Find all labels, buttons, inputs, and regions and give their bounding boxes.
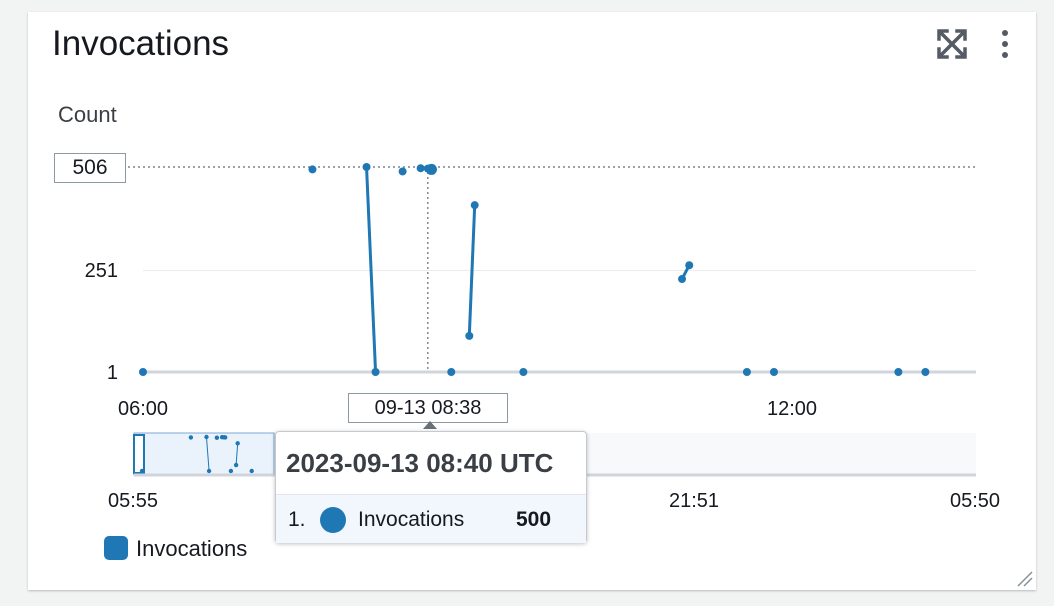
y-tick-label: 251 [84,260,118,282]
navigator-point [233,462,239,468]
navigator-handle [133,434,145,474]
x-tick-label: 12:00 [766,398,818,420]
navigator-point [223,435,228,440]
y-crosshair-value: 506 [54,153,126,183]
data-point [894,368,903,376]
navigator-tick-label: 05:55 [107,490,159,512]
resize-handle-icon[interactable] [1014,568,1034,588]
invocations-widget: Invocations Count 251 1 06:00 12:00 506 … [28,12,1036,590]
series-line-segment [365,166,378,373]
navigator-point [188,435,194,440]
navigator-point [228,468,234,474]
data-point [678,275,687,284]
navigator-point [235,441,240,446]
data-point [416,164,425,173]
navigator-point [139,468,145,474]
data-point [308,165,317,174]
data-point [685,261,694,270]
crosshair-caret [423,421,437,429]
navigator-window [133,432,275,476]
navigator-point [204,434,209,440]
data-point [769,368,778,376]
data-point [921,368,930,376]
x-crosshair-value: 09-13 08:38 [348,393,508,423]
data-point [470,201,479,210]
expand-icon[interactable] [936,28,968,60]
data-point [519,368,528,376]
series-dot-icon [320,507,346,533]
tooltip-value: 500 [516,508,552,531]
legend-swatch [104,536,128,560]
navigator-point [214,435,220,440]
more-vertical-icon[interactable] [996,28,1014,62]
series-line-segment [467,205,477,336]
navigator-series-line [235,443,239,466]
widget-title: Invocations [52,24,230,63]
x-tick-label: 06:00 [117,398,169,420]
navigator-tick-label: 05:50 [949,490,1001,512]
data-point [742,368,751,376]
navigator-series-line [205,436,210,472]
tooltip-row-index: 1. [288,508,306,531]
data-point [362,163,371,171]
data-point-tooltip: 2023-09-13 08:40 UTC 1. Invocations 500 [275,431,587,543]
data-point [425,163,437,175]
navigator-point [249,468,254,474]
navigator-point [206,468,212,474]
data-point [465,331,474,340]
y-tick-label: 1 [106,362,118,384]
data-point [371,368,380,376]
tooltip-row: 1. Invocations 500 [276,494,586,543]
navigator-tick-label: 21:51 [668,490,720,512]
data-point [447,368,456,376]
tooltip-title: 2023-09-13 08:40 UTC [286,448,554,478]
y-axis-label: Count [58,102,117,127]
data-point [398,167,407,176]
data-point [139,368,147,376]
legend-label: Invocations [136,536,248,561]
tooltip-series-name: Invocations [358,508,465,531]
